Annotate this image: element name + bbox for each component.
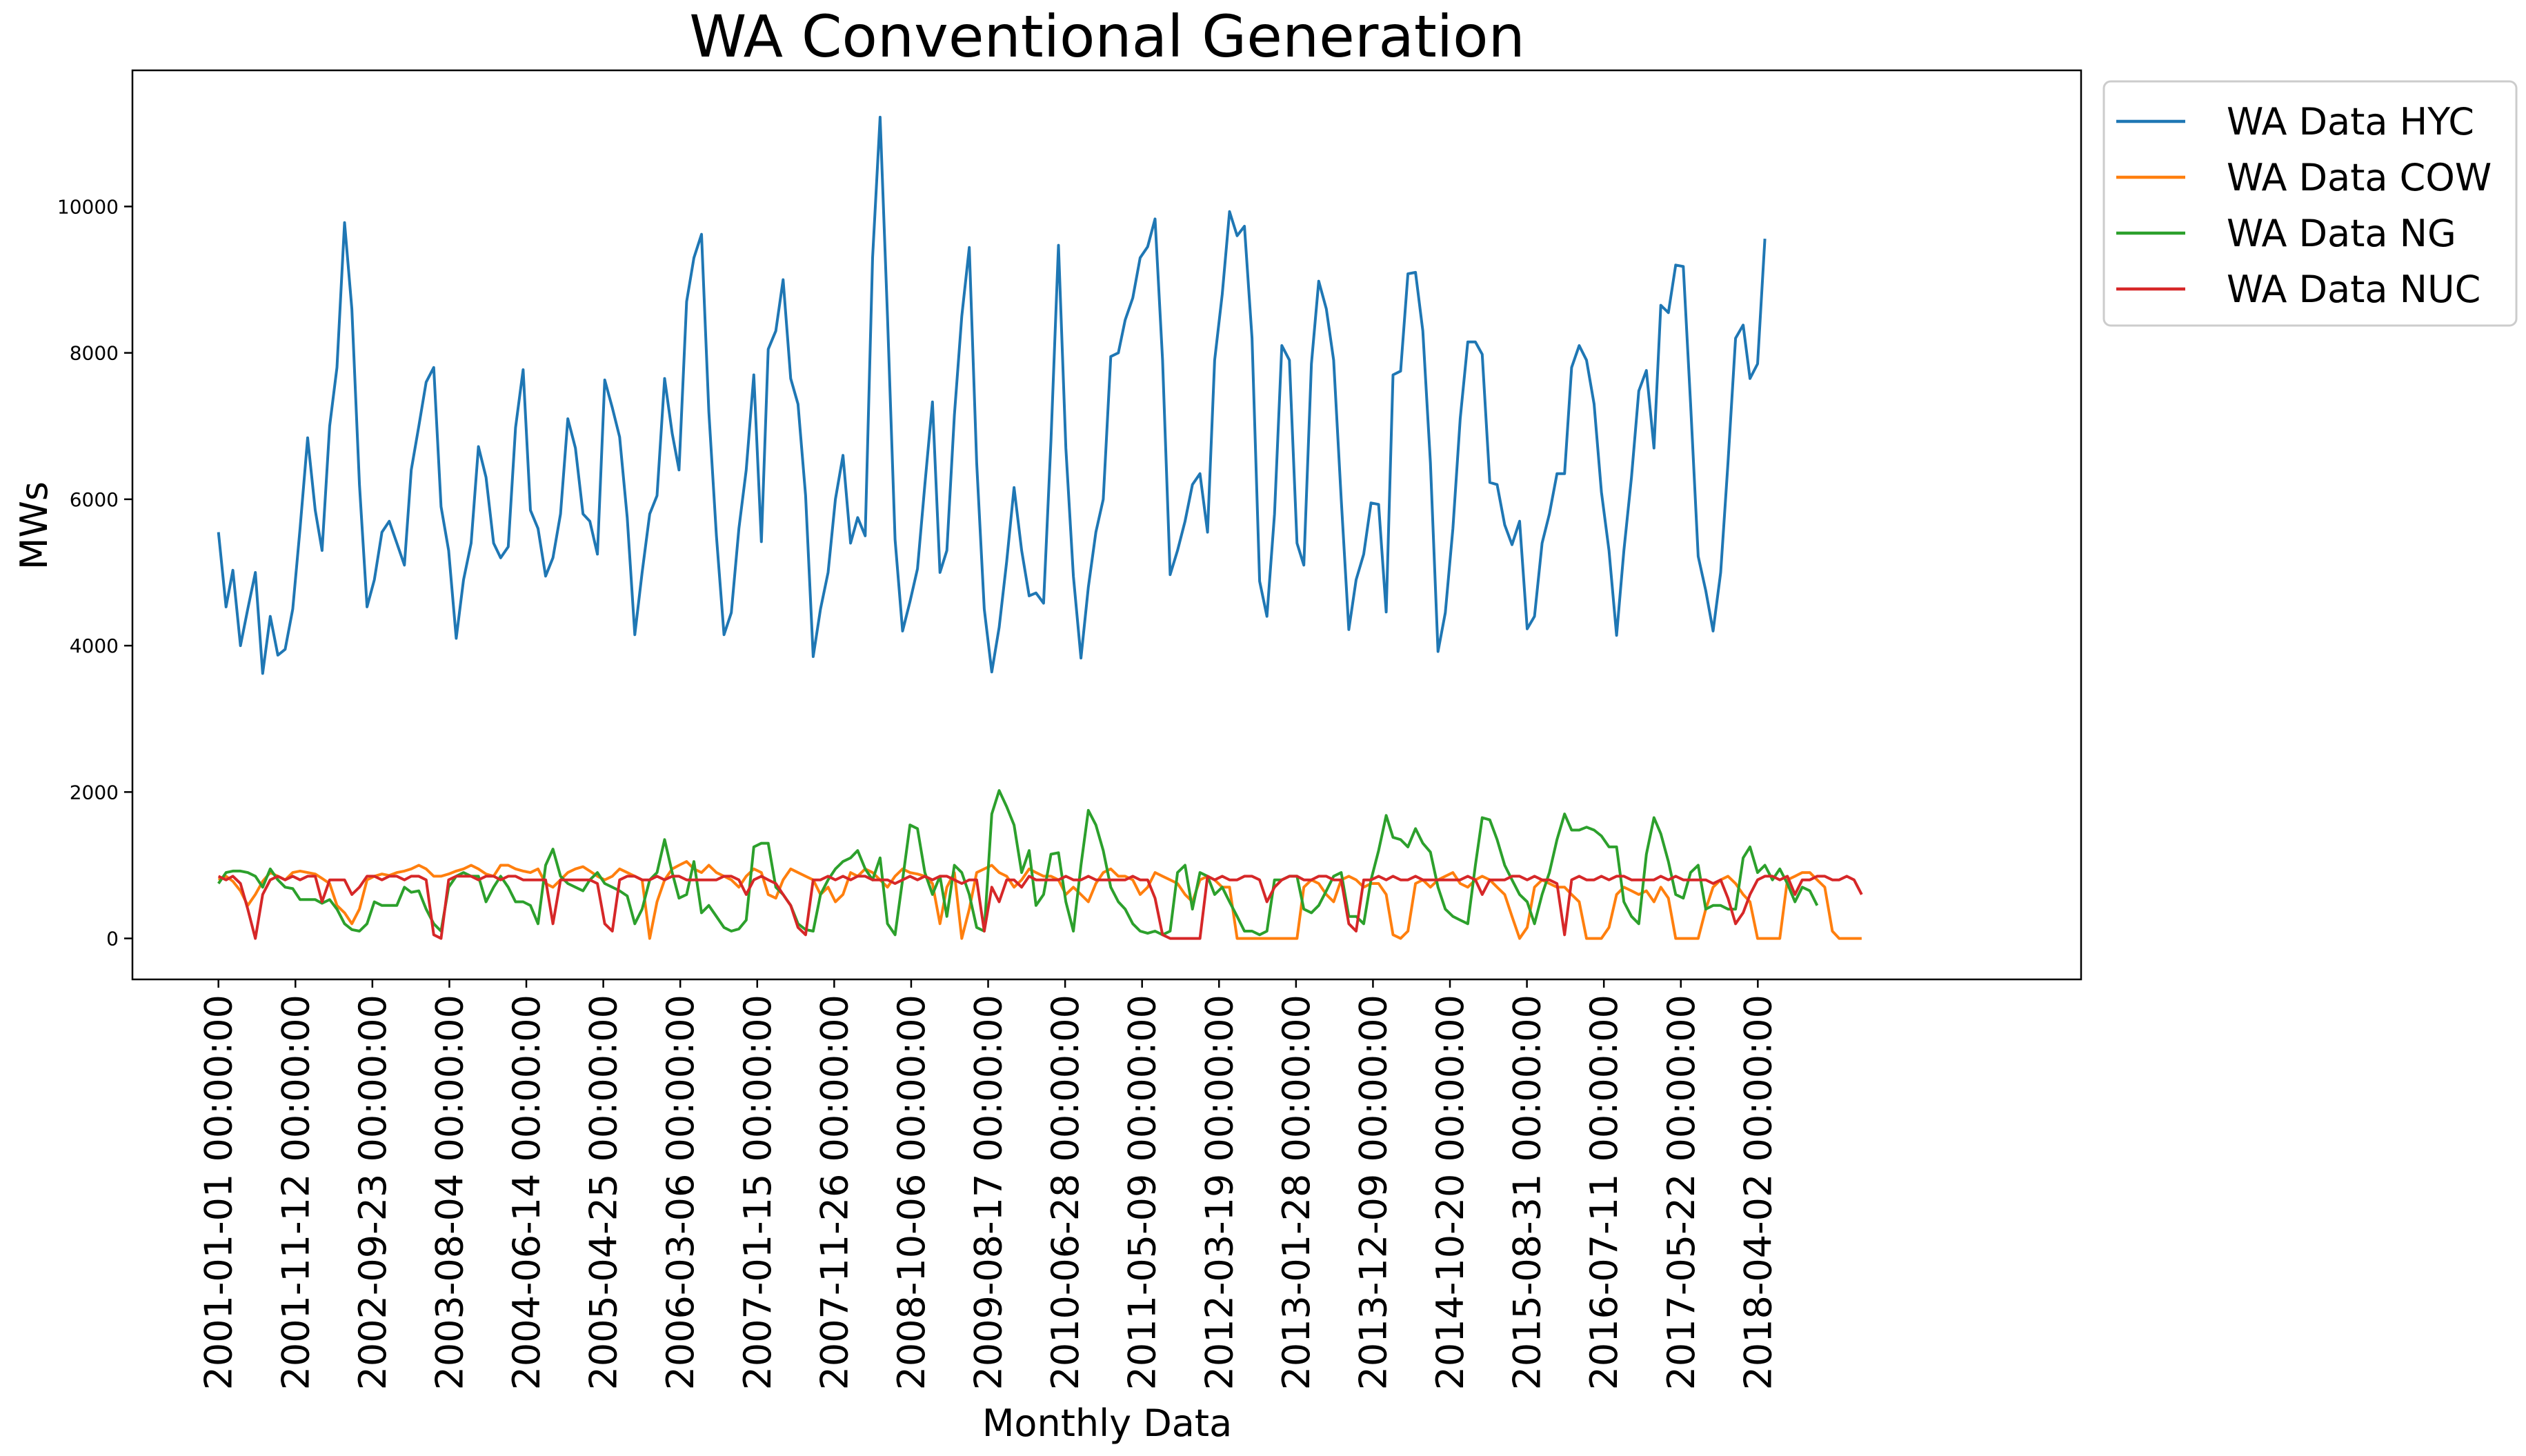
x-tick-label: 2009-08-17 00:00:00: [967, 995, 1011, 1390]
y-axis-label: MWs: [12, 481, 56, 570]
x-tick-label: 2012-03-19 00:00:00: [1197, 995, 1241, 1390]
x-tick-label: 2007-01-15 00:00:00: [736, 995, 779, 1390]
x-tick-label: 2011-05-09 00:00:00: [1121, 995, 1164, 1390]
legend-label-2: WA Data COW: [2227, 156, 2492, 199]
series-layer: [217, 115, 1863, 940]
x-tick-label: 2008-10-06 00:00:00: [890, 995, 933, 1390]
plot-frame: [131, 69, 2082, 981]
x-tick-label: 2001-01-01 00:00:00: [197, 995, 241, 1390]
legend-label-3: WA Data NG: [2227, 212, 2456, 255]
legend-label-1: WA Data HYC: [2227, 100, 2474, 143]
series-line-1: [217, 115, 1767, 675]
x-axis-label: Monthly Data: [982, 1402, 1232, 1445]
x-tick-label: 2010-06-28 00:00:00: [1044, 995, 1087, 1390]
x-tick-label: 2004-06-14 00:00:00: [505, 995, 548, 1390]
legend: WA Data HYC WA Data COW WA Data NG WA Data …: [2102, 80, 2518, 327]
x-tick-label: 2002-09-23 00:00:00: [351, 995, 395, 1390]
x-tick-label: 2018-04-02 00:00:00: [1736, 995, 1780, 1390]
x-tick-label: 2005-04-25 00:00:00: [582, 995, 626, 1390]
x-tick-label: 2013-01-28 00:00:00: [1275, 995, 1318, 1390]
x-tick-label: 2006-03-06 00:00:00: [659, 995, 702, 1390]
y-tick-label: 6000: [70, 488, 119, 511]
chart-title: WA Conventional Generation: [689, 3, 1525, 70]
legend-frame: [2102, 80, 2518, 327]
plot-area: [131, 69, 2082, 981]
x-tick-label: 2015-08-31 00:00:00: [1506, 995, 1549, 1390]
series-line-4: [217, 875, 1863, 940]
y-axis: 0 2000 4000 6000 8000 10000: [57, 195, 132, 950]
x-tick-label: 2007-11-26 00:00:00: [813, 995, 856, 1390]
y-tick-label: 4000: [70, 635, 119, 657]
y-tick-label: 0: [106, 928, 119, 950]
y-tick-label: 10000: [57, 195, 119, 218]
series-line-3: [217, 789, 1819, 937]
x-tick-label: 2017-05-22 00:00:00: [1660, 995, 1703, 1390]
x-tick-label: 2016-07-11 00:00:00: [1582, 995, 1626, 1390]
x-tick-label: 2001-11-12 00:00:00: [274, 995, 317, 1390]
y-tick-label: 2000: [70, 781, 119, 804]
y-tick-label: 8000: [70, 342, 119, 365]
x-tick-label: 2003-08-04 00:00:00: [428, 995, 471, 1390]
x-tick-label: 2014-10-20 00:00:00: [1429, 995, 1472, 1390]
x-tick-label: 2013-12-09 00:00:00: [1351, 995, 1395, 1390]
x-axis: 2001-01-01 00:00:00 2001-11-12 00:00:00 20…: [197, 979, 1780, 1390]
legend-label-4: WA Data NUC: [2227, 268, 2480, 311]
